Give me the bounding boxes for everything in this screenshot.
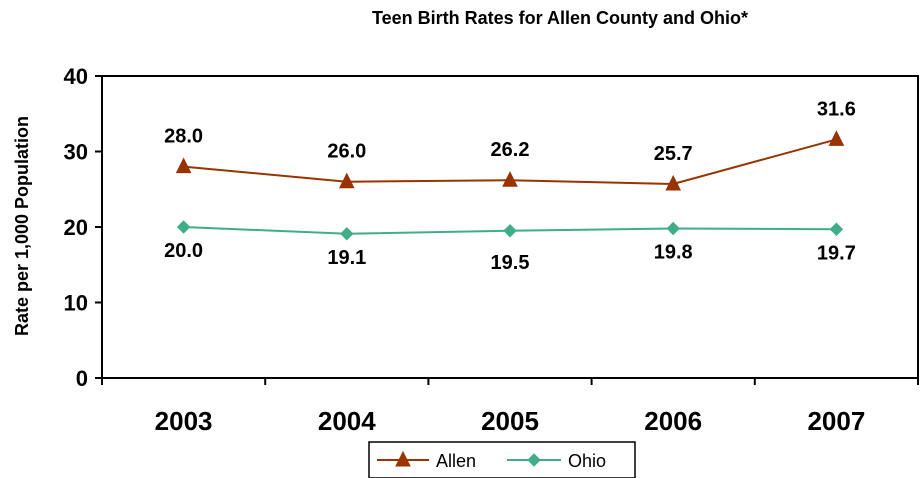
ohio-data-label: 19.7 xyxy=(817,242,856,264)
ohio-data-point xyxy=(176,220,191,234)
ohio-legend-marker xyxy=(527,453,541,467)
allen-data-label: 26.2 xyxy=(491,139,530,161)
ohio-data-label: 20.0 xyxy=(164,240,203,262)
ohio-data-point xyxy=(829,222,844,236)
ohio-data-label: 19.5 xyxy=(491,252,530,274)
y-tick-label: 30 xyxy=(64,140,88,165)
ohio-data-label: 19.8 xyxy=(654,242,693,264)
x-tick-label: 2007 xyxy=(807,406,865,436)
allen-data-point xyxy=(502,171,518,187)
x-tick-label: 2003 xyxy=(155,406,213,436)
allen-data-point xyxy=(175,157,192,174)
legend: Allen Ohio xyxy=(368,441,636,478)
y-tick-label: 0 xyxy=(76,366,88,391)
x-tick-label: 2004 xyxy=(318,406,376,436)
x-tick-label: 2006 xyxy=(644,406,702,436)
ohio-data-label: 19.1 xyxy=(327,247,366,269)
x-tick-label: 2005 xyxy=(481,406,539,436)
allen-data-label: 28.0 xyxy=(164,126,203,148)
allen-legend-label: Allen xyxy=(436,451,476,471)
allen-data-label: 31.6 xyxy=(817,98,856,120)
chart-title: Teen Birth Rates for Allen County and Oh… xyxy=(372,8,748,28)
allen-legend-marker xyxy=(395,450,411,467)
ohio-data-point xyxy=(666,221,680,236)
y-tick-label: 40 xyxy=(64,64,88,89)
ohio-data-point xyxy=(503,224,517,238)
allen-data-point xyxy=(338,172,355,189)
ohio-data-point xyxy=(340,227,354,241)
allen-data-point xyxy=(665,174,682,191)
allen-data-point xyxy=(828,130,845,146)
y-tick-label: 10 xyxy=(64,291,88,316)
allen-data-label: 26.0 xyxy=(327,141,366,163)
y-axis-label: Rate per 1,000 Population xyxy=(12,116,32,336)
allen-data-label: 25.7 xyxy=(654,143,693,165)
ohio-legend-label: Ohio xyxy=(568,451,606,471)
y-tick-label: 20 xyxy=(64,215,88,240)
